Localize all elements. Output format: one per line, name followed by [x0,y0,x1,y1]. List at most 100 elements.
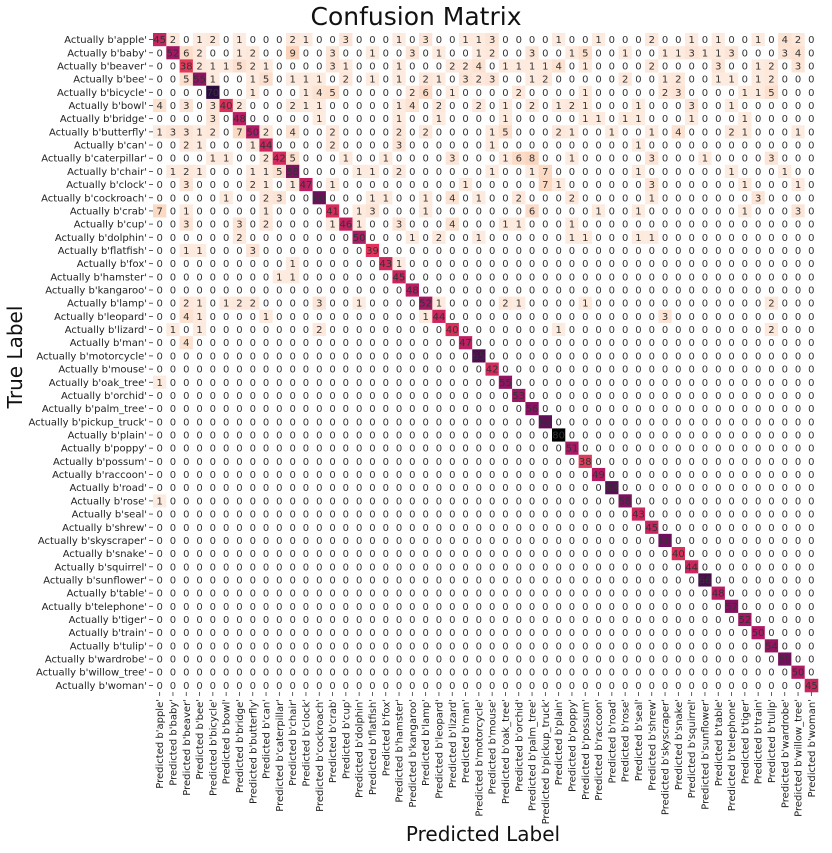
cell-value-label: 0 [782,615,788,626]
cell-value-label: 0 [516,483,522,494]
cell-value-label: 0 [170,655,176,666]
cell-value-label: 0 [622,549,628,560]
cell-value-label: 3 [782,48,788,59]
cell-value-label: 0 [316,444,322,455]
cell-value-label: 0 [409,365,415,376]
cell-value-label: 0 [343,299,349,310]
cell-value-label: 0 [369,655,375,666]
cell-value-label: 0 [383,325,389,336]
cell-value-label: 0 [516,272,522,283]
cell-value-label: 0 [383,88,389,99]
cell-value-label: 0 [276,575,282,586]
cell-value-label: 0 [436,127,442,138]
heatmap-cell [498,138,513,152]
heatmap-cell [312,112,327,126]
cell-value-label: 1 [196,312,202,323]
cell-value-label: 2 [289,101,295,112]
heatmap-cell [166,125,180,139]
cell-value-label: 0 [808,101,814,112]
cell-value-label: 0 [449,549,455,560]
cell-value-label: 0 [369,154,375,165]
cell-value-label: 0 [569,496,575,507]
cell-value-label: 0 [250,430,256,441]
cell-value-label: 0 [742,35,748,46]
cell-value-label: 0 [462,127,468,138]
cell-value-label: 0 [329,404,335,415]
cell-value-label: 0 [303,470,309,481]
cell-value-label: 0 [502,206,508,217]
heatmap-cell [432,164,446,179]
cell-value-label: 0 [489,536,495,547]
cell-value-label: 0 [369,589,375,600]
heatmap-cell [724,138,739,152]
cell-value-label: 0 [542,259,548,270]
cell-value-label: 1 [649,233,655,244]
cell-value-label: 0 [383,365,389,376]
cell-value-label: 0 [582,523,588,534]
cell-value-label: 0 [649,391,655,402]
cell-value-label: 0 [622,523,628,534]
heatmap-cell [365,164,380,179]
heatmap-cell [591,164,606,179]
cell-value-label: 0 [156,457,162,468]
heatmap-cell [778,138,792,152]
cell-value-label: 1 [276,272,282,283]
cell-value-label: 0 [289,338,295,349]
cell-value-label: 0 [516,180,522,191]
cell-value-label: 0 [316,351,322,362]
cell-value-label: 0 [276,351,282,362]
cell-value-label: 0 [156,549,162,560]
cell-value-label: 0 [156,602,162,613]
cell-value-label: 0 [688,299,694,310]
heatmap-cell [405,191,420,205]
cell-value-label: 0 [449,114,455,125]
cell-value-label: 3 [396,141,402,152]
cell-value-label: 0 [808,48,814,59]
cell-value-label: 0 [276,88,282,99]
cell-value-label: 0 [250,114,256,125]
cell-value-label: 0 [795,75,801,86]
cell-value-label: 0 [489,272,495,283]
cell-value-label: 0 [223,233,229,244]
cell-value-label: 0 [250,206,256,217]
cell-value-label: 5 [582,48,588,59]
heatmap-cell [671,138,686,152]
cell-value-label: 0 [210,378,216,389]
cell-value-label: 0 [276,417,282,428]
cell-value-label: 0 [210,365,216,376]
cell-value-label: 0 [622,286,628,297]
cell-value-label: 0 [316,457,322,468]
cell-value-label: 0 [688,206,694,217]
cell-value-label: 0 [422,114,428,125]
cell-value-label: 0 [276,325,282,336]
heatmap-cell [352,72,367,87]
cell-value-label: 0 [688,615,694,626]
cell-value-label: 0 [715,404,721,415]
cell-value-label: 0 [595,220,601,231]
cell-value-label: 1 [555,35,561,46]
cell-value-label: 0 [343,417,349,428]
cell-value-label: 0 [396,365,402,376]
cell-value-label: 2 [250,61,256,72]
cell-value-label: 0 [316,35,322,46]
cell-value-label: 0 [170,430,176,441]
cell-value-label: 52 [419,299,432,310]
heatmap-cell [392,164,406,179]
cell-value-label: 1 [728,75,734,86]
cell-value-label: 1 [742,180,748,191]
heatmap-cell [804,191,819,205]
heatmap-cell [724,112,739,126]
heatmap-cell [565,85,579,100]
cell-value-label: 1 [622,48,628,59]
cell-value-label: 0 [396,589,402,600]
heatmap-cell [685,72,699,87]
heatmap-cell [485,177,500,192]
cell-value-label: 0 [196,259,202,270]
cell-value-label: 0 [715,549,721,560]
heatmap-cell [685,138,699,152]
cell-value-label: 0 [529,259,535,270]
cell-value-label: 0 [649,430,655,441]
cell-value-label: 0 [595,589,601,600]
cell-value-label: 0 [622,193,628,204]
cell-value-label: 0 [183,457,189,468]
